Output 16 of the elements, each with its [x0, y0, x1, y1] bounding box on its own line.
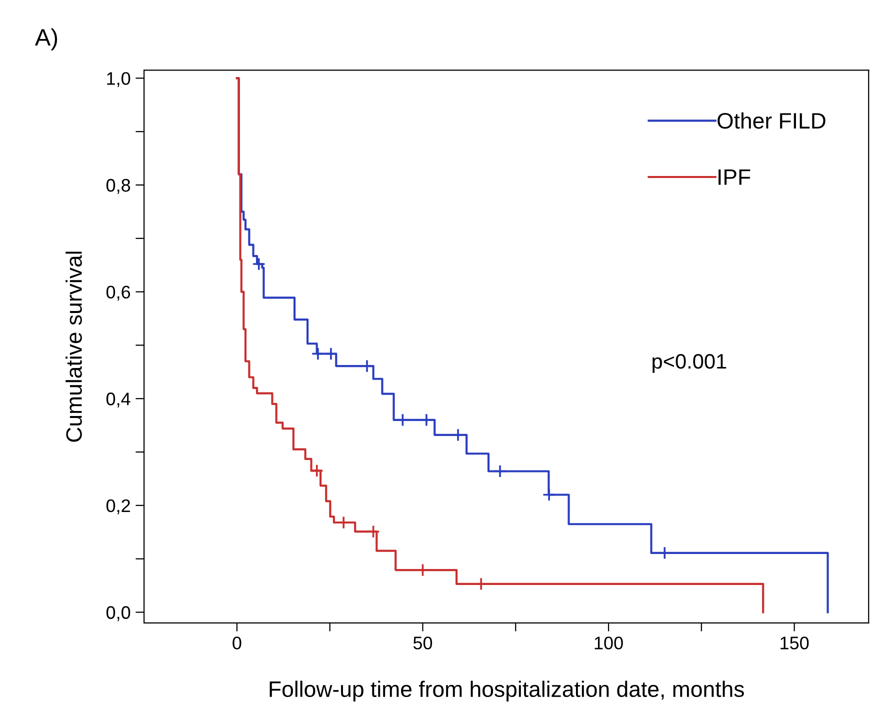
- y-tick-label: 0,2: [106, 499, 130, 514]
- annotation: p<0.001: [652, 354, 726, 373]
- y-tick-label: 1,0: [107, 72, 130, 88]
- y-tick-label: 0,8: [106, 178, 130, 194]
- legend-label: Other FILD: [718, 112, 826, 129]
- x-tick-label: 150: [780, 636, 809, 650]
- x-axis-title: Follow-up time from hospitalization date, months: [270, 680, 744, 702]
- x-tick-label: 50: [413, 636, 432, 650]
- y-tick-label: 0,4: [106, 392, 130, 408]
- text: A): [34, 28, 58, 50]
- legend-label: IPF: [718, 169, 750, 185]
- x-tick-label: 0: [232, 636, 242, 650]
- x-tick-label: 100: [594, 636, 623, 650]
- y-tick-label: 0,6: [106, 286, 130, 301]
- y-axis-title: Cumulative survival: [66, 252, 82, 442]
- y-tick-label: 0,0: [106, 606, 130, 622]
